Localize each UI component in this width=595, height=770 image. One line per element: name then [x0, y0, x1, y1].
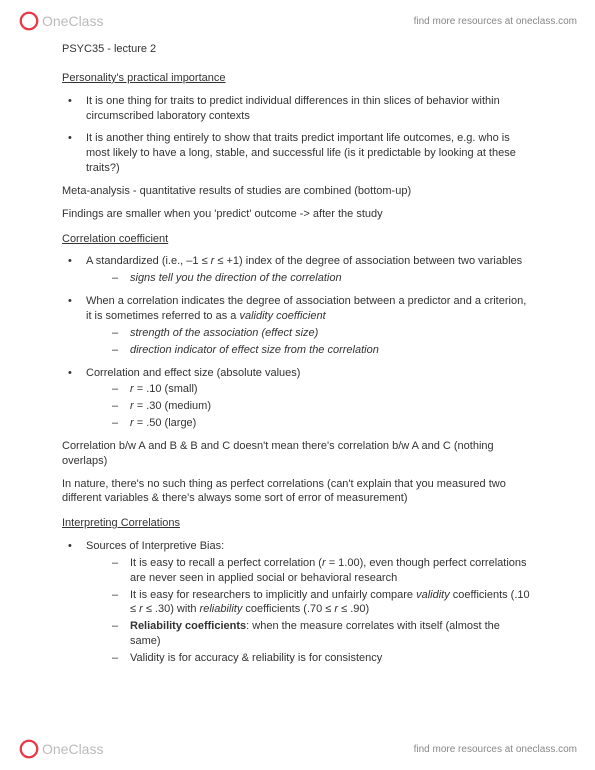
section-3-title: Interpreting Correlations [62, 516, 533, 531]
list-item: It is another thing entirely to show tha… [62, 131, 533, 176]
sub-item: Reliability coefficients: when the measu… [112, 619, 533, 649]
nature-text: In nature, there's no such thing as perf… [62, 477, 533, 507]
sub-item: r = .50 (large) [112, 416, 533, 431]
sublist: strength of the association (effect size… [86, 326, 533, 358]
text: = .50 (large) [134, 417, 197, 429]
sublist: signs tell you the direction of the corr… [86, 271, 533, 286]
text: = .30 (medium) [134, 400, 211, 412]
text: Sources of Interpretive Bias: [86, 540, 224, 552]
text: coefficients (.70 ≤ [242, 603, 334, 615]
sub-item: r = .10 (small) [112, 382, 533, 397]
section-1-list: It is one thing for traits to predict in… [62, 94, 533, 176]
list-item: When a correlation indicates the degree … [62, 294, 533, 357]
correlation-abc-text: Correlation b/w A and B & B and C doesn'… [62, 439, 533, 469]
logo-icon [18, 738, 40, 760]
sub-item: It is easy for researchers to implicitly… [112, 588, 533, 618]
text: Correlation and effect size (absolute va… [86, 367, 300, 379]
sub-item: signs tell you the direction of the corr… [112, 271, 533, 286]
document-body: PSYC35 - lecture 2 Personality's practic… [62, 42, 533, 674]
text: ≤ +1) index of the degree of association… [214, 255, 522, 267]
text: ≤ .30) with [143, 603, 200, 615]
course-title: PSYC35 - lecture 2 [62, 42, 533, 57]
brand-name: OneClass [42, 13, 103, 29]
list-item: It is one thing for traits to predict in… [62, 94, 533, 124]
findings-text: Findings are smaller when you 'predict' … [62, 207, 533, 222]
sub-item: direction indicator of effect size from … [112, 343, 533, 358]
list-item: A standardized (i.e., –1 ≤ r ≤ +1) index… [62, 254, 533, 286]
sub-item: strength of the association (effect size… [112, 326, 533, 341]
list-item: Sources of Interpretive Bias: It is easy… [62, 539, 533, 666]
brand-name: OneClass [42, 741, 103, 757]
text: It is easy for researchers to implicitly… [130, 589, 416, 601]
term-bold: Reliability coefficients [130, 620, 246, 632]
brand-logo: OneClass [18, 10, 103, 32]
text: ≤ .90) [338, 603, 369, 615]
sub-item: r = .30 (medium) [112, 399, 533, 414]
section-2-title: Correlation coefficient [62, 232, 533, 247]
text: A standardized (i.e., –1 ≤ [86, 255, 211, 267]
sub-item: Validity is for accuracy & reliability i… [112, 651, 533, 666]
footer-tagline: find more resources at oneclass.com [414, 744, 577, 755]
brand-logo-footer: OneClass [18, 738, 103, 760]
list-item: Correlation and effect size (absolute va… [62, 366, 533, 431]
section-1-title: Personality's practical importance [62, 71, 533, 86]
section-2-list: A standardized (i.e., –1 ≤ r ≤ +1) index… [62, 254, 533, 430]
section-3-list: Sources of Interpretive Bias: It is easy… [62, 539, 533, 666]
page-header: OneClass find more resources at oneclass… [0, 6, 595, 36]
meta-analysis-text: Meta-analysis - quantitative results of … [62, 184, 533, 199]
sublist: r = .10 (small) r = .30 (medium) r = .50… [86, 382, 533, 431]
text: = .10 (small) [134, 383, 198, 395]
page-footer: OneClass find more resources at oneclass… [0, 734, 595, 764]
header-tagline: find more resources at oneclass.com [414, 16, 577, 27]
text: It is easy to recall a perfect correlati… [130, 557, 322, 569]
term: reliability [200, 603, 243, 615]
logo-icon [18, 10, 40, 32]
term: validity [416, 589, 450, 601]
sub-item: It is easy to recall a perfect correlati… [112, 556, 533, 586]
term: validity coefficient [239, 310, 325, 322]
sublist: It is easy to recall a perfect correlati… [86, 556, 533, 666]
